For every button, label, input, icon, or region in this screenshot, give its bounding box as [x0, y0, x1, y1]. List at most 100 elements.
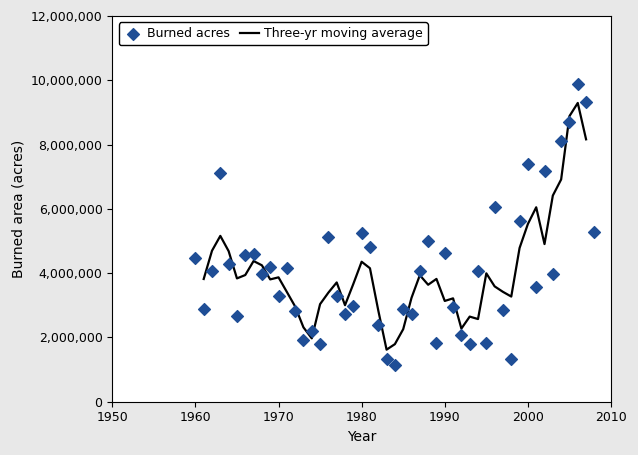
Three-yr moving average — [433, 276, 440, 282]
Burned acres — [590, 228, 600, 235]
Three-yr moving average — [391, 341, 399, 347]
Three-yr moving average — [241, 272, 249, 278]
Burned acres — [215, 169, 225, 177]
Burned acres — [440, 249, 450, 257]
Three-yr moving average — [474, 316, 482, 322]
X-axis label: Year: Year — [347, 430, 376, 444]
Three-yr moving average — [383, 347, 390, 352]
Three-yr moving average — [549, 193, 556, 198]
Burned acres — [307, 327, 317, 334]
Burned acres — [323, 234, 334, 241]
Burned acres — [223, 260, 234, 268]
Three-yr moving average — [516, 245, 523, 251]
Burned acres — [240, 251, 250, 258]
Three-yr moving average — [300, 324, 308, 330]
Burned acres — [506, 355, 516, 363]
Three-yr moving average — [499, 289, 507, 294]
Three-yr moving average — [249, 258, 257, 264]
Three-yr moving average — [325, 290, 332, 295]
Three-yr moving average — [283, 289, 291, 295]
Burned acres — [498, 306, 508, 313]
Three-yr moving average — [466, 314, 473, 319]
Burned acres — [357, 229, 367, 236]
Three-yr moving average — [408, 295, 415, 301]
Three-yr moving average — [375, 308, 382, 313]
Three-yr moving average — [399, 326, 407, 332]
Burned acres — [456, 332, 466, 339]
Three-yr moving average — [358, 259, 366, 264]
Three-yr moving average — [457, 326, 465, 331]
Burned acres — [332, 293, 342, 300]
Three-yr moving average — [449, 296, 457, 301]
Three-yr moving average — [491, 283, 498, 289]
Burned acres — [448, 303, 458, 310]
Three-yr moving average — [225, 248, 232, 254]
Three-yr moving average — [424, 282, 432, 288]
Burned acres — [348, 302, 359, 309]
Burned acres — [198, 305, 209, 312]
Three-yr moving average — [507, 294, 515, 299]
Three-yr moving average — [341, 303, 349, 308]
Three-yr moving average — [200, 276, 207, 282]
Burned acres — [248, 250, 258, 258]
Burned acres — [415, 267, 425, 274]
Three-yr moving average — [524, 221, 531, 227]
Burned acres — [539, 167, 549, 174]
Legend: Burned acres, Three-yr moving average: Burned acres, Three-yr moving average — [119, 22, 427, 46]
Burned acres — [473, 267, 483, 274]
Burned acres — [481, 339, 491, 346]
Burned acres — [423, 237, 433, 244]
Three-yr moving average — [582, 136, 590, 142]
Burned acres — [256, 271, 267, 278]
Burned acres — [573, 81, 583, 88]
Three-yr moving average — [558, 177, 565, 182]
Burned acres — [382, 355, 392, 363]
Three-yr moving average — [366, 266, 374, 271]
Burned acres — [299, 336, 309, 344]
Three-yr moving average — [574, 100, 582, 106]
Burned acres — [265, 264, 276, 271]
Three-yr moving average — [275, 275, 283, 280]
Burned acres — [232, 313, 242, 320]
Burned acres — [290, 308, 300, 315]
Three-yr moving average — [441, 298, 449, 303]
Burned acres — [431, 339, 441, 347]
Three-yr moving average — [267, 277, 274, 282]
Three-yr moving average — [532, 205, 540, 210]
Three-yr moving average — [333, 280, 341, 285]
Burned acres — [514, 217, 524, 224]
Three-yr moving average — [216, 233, 224, 238]
Burned acres — [464, 340, 475, 348]
Burned acres — [489, 203, 500, 210]
Three-yr moving average — [416, 273, 424, 278]
Three-yr moving average — [308, 336, 316, 341]
Burned acres — [390, 361, 400, 369]
Burned acres — [315, 340, 325, 348]
Burned acres — [547, 271, 558, 278]
Burned acres — [398, 305, 408, 312]
Three-yr moving average — [316, 301, 324, 307]
Burned acres — [274, 293, 284, 300]
Line: Three-yr moving average: Three-yr moving average — [204, 103, 586, 349]
Burned acres — [282, 265, 292, 272]
Burned acres — [365, 243, 375, 251]
Three-yr moving average — [540, 241, 548, 247]
Burned acres — [340, 310, 350, 317]
Burned acres — [565, 119, 575, 126]
Burned acres — [581, 98, 591, 106]
Three-yr moving average — [566, 113, 574, 119]
Burned acres — [406, 311, 417, 318]
Burned acres — [531, 283, 541, 291]
Y-axis label: Burned area (acres): Burned area (acres) — [11, 140, 25, 278]
Burned acres — [523, 161, 533, 168]
Three-yr moving average — [258, 263, 265, 268]
Burned acres — [190, 254, 200, 261]
Three-yr moving average — [292, 304, 299, 309]
Burned acres — [373, 321, 383, 329]
Burned acres — [207, 267, 217, 274]
Three-yr moving average — [350, 281, 357, 287]
Three-yr moving average — [208, 248, 216, 253]
Burned acres — [556, 138, 567, 145]
Three-yr moving average — [233, 276, 241, 281]
Three-yr moving average — [482, 271, 490, 276]
